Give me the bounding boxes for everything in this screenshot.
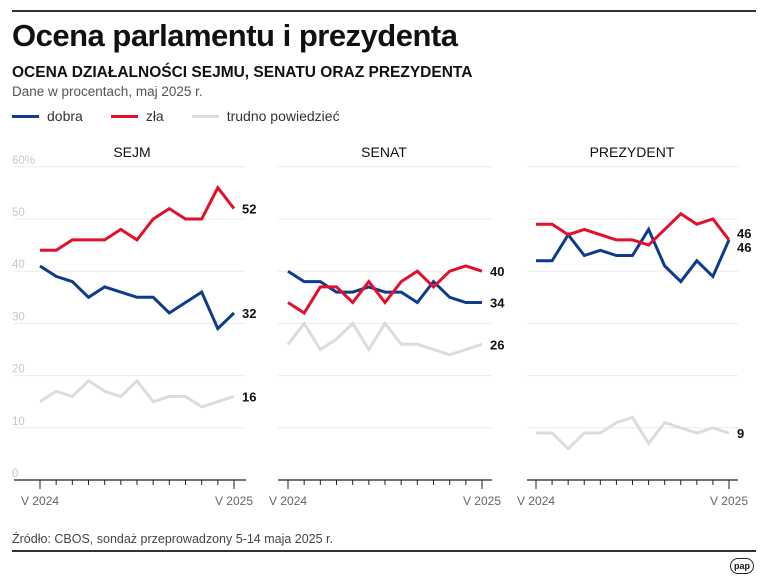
end-value-label: 26 bbox=[490, 337, 504, 352]
end-value-label: 46 bbox=[737, 226, 751, 241]
legend-swatch bbox=[12, 114, 39, 118]
note: Dane w procentach, maj 2025 r. bbox=[12, 84, 203, 99]
x-tick-label: V 2024 bbox=[21, 494, 59, 508]
end-value-label: 40 bbox=[490, 264, 504, 279]
series-line-trudno-powiedzieć bbox=[536, 415, 730, 451]
y-tick-label: 20 bbox=[12, 364, 25, 376]
legend-label: dobra bbox=[47, 108, 83, 124]
subtitle: OCENA DZIAŁALNOŚCI SEJMU, SENATU ORAZ PR… bbox=[12, 64, 473, 81]
legend-label: trudno powiedzieć bbox=[226, 108, 340, 124]
legend-item-zla: zła bbox=[110, 108, 164, 124]
panel-title: PREZYDENT bbox=[590, 144, 675, 160]
y-tick-label: 30 bbox=[12, 311, 25, 323]
y-tick-label: 10 bbox=[12, 416, 25, 428]
source-note: Źródło: CBOS, sondaż przeprowadzony 5-14… bbox=[12, 532, 334, 546]
legend-swatch bbox=[191, 114, 219, 118]
legend-swatch bbox=[110, 114, 138, 118]
legend-item-trudno: trudno powiedzieć bbox=[191, 108, 340, 124]
panel-title: SENAT bbox=[361, 144, 407, 160]
series-line-zła bbox=[40, 184, 236, 252]
panel-title: SEJM bbox=[113, 144, 150, 160]
series-line-dobra bbox=[287, 269, 482, 305]
y-tick-label: 50 bbox=[12, 207, 25, 219]
end-value-label: 32 bbox=[242, 306, 256, 321]
series-line-dobra bbox=[39, 264, 236, 332]
top-rule bbox=[12, 10, 756, 12]
series-line-zła bbox=[536, 211, 731, 247]
pap-logo: pap bbox=[730, 558, 754, 574]
end-value-label: 16 bbox=[242, 389, 256, 404]
page-title: Ocena parlamentu i prezydenta bbox=[12, 18, 458, 53]
legend-label: zła bbox=[145, 108, 164, 124]
series-line-zła bbox=[287, 264, 483, 316]
series-line-dobra bbox=[536, 226, 731, 284]
y-tick-label: 60% bbox=[12, 155, 35, 167]
end-value-label: 46 bbox=[737, 240, 751, 255]
x-tick-label: V 2024 bbox=[517, 494, 555, 508]
x-tick-label: V 2025 bbox=[463, 494, 501, 508]
bottom-rule bbox=[12, 550, 756, 552]
end-value-label: 52 bbox=[242, 202, 256, 217]
y-tick-label: 40 bbox=[12, 259, 25, 271]
legend-item-dobra: dobra bbox=[12, 108, 83, 124]
series-line-trudno-powiedzieć bbox=[286, 320, 483, 357]
end-value-label: 9 bbox=[737, 426, 744, 441]
y-tick-label: 0 bbox=[12, 468, 18, 480]
x-tick-label: V 2025 bbox=[215, 494, 253, 508]
legend: dobra zła trudno powiedzieć bbox=[12, 108, 340, 124]
series-line-trudno-powiedzieć bbox=[39, 378, 235, 409]
x-tick-label: V 2024 bbox=[269, 494, 307, 508]
x-tick-label: V 2025 bbox=[710, 494, 748, 508]
end-value-label: 34 bbox=[490, 296, 505, 311]
